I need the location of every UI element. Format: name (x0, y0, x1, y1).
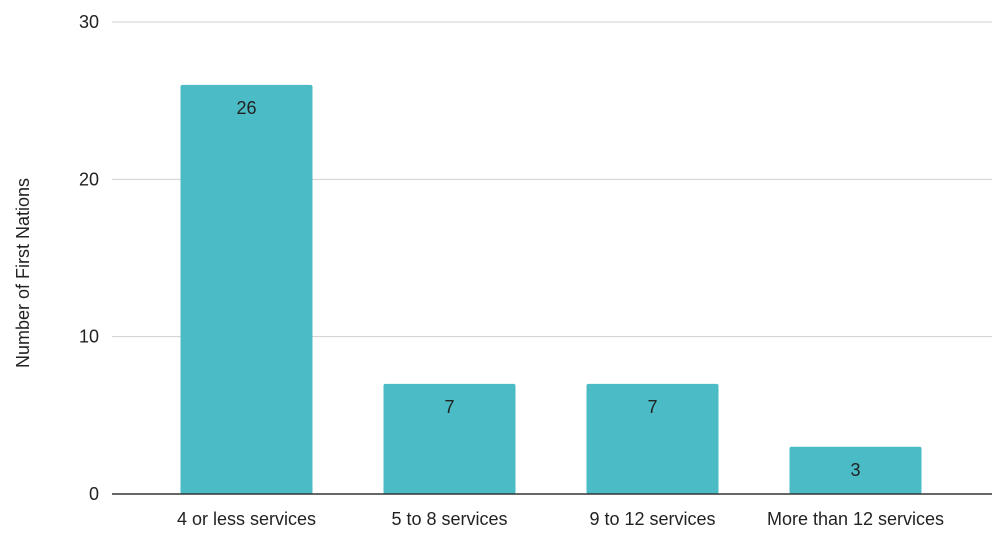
x-category-label: 4 or less services (177, 509, 316, 529)
bar (383, 383, 516, 494)
bar (586, 383, 719, 494)
bar (789, 446, 922, 494)
y-axis-title: Number of First Nations (13, 178, 33, 368)
x-category-label: 5 to 8 services (391, 509, 507, 529)
bar-value-label: 3 (850, 460, 860, 480)
bars (180, 84, 922, 494)
x-category-label: More than 12 services (767, 509, 944, 529)
y-tick-label: 10 (79, 327, 99, 347)
y-tick-label: 0 (89, 484, 99, 504)
bar-value-label: 7 (444, 397, 454, 417)
bar-value-label: 7 (647, 397, 657, 417)
y-tick-label: 20 (79, 169, 99, 189)
data-labels: 26 7 7 3 (236, 98, 860, 480)
y-tick-label: 30 (79, 12, 99, 32)
bar (180, 84, 313, 494)
x-category-label: 9 to 12 services (589, 509, 715, 529)
bar-value-label: 26 (236, 98, 256, 118)
y-axis-ticks: 0 10 20 30 (79, 12, 99, 504)
x-axis-categories: 4 or less services 5 to 8 services 9 to 12… (177, 509, 944, 529)
